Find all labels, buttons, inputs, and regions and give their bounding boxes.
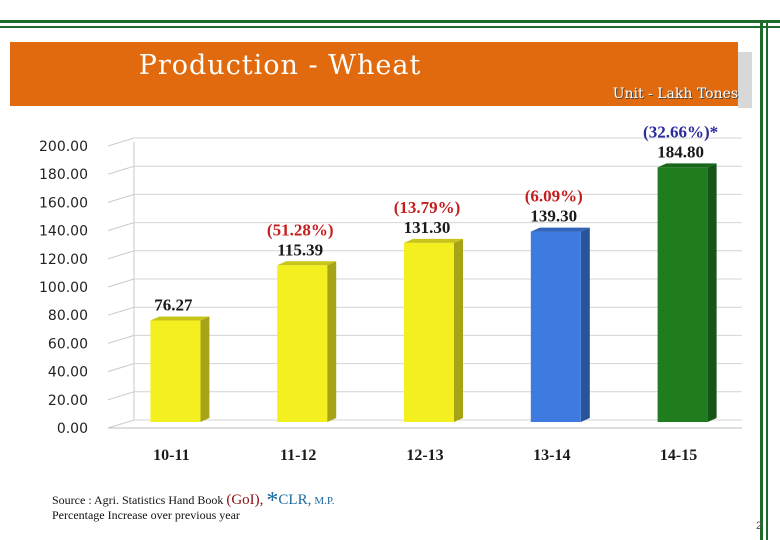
source-clr: CLR, — [278, 492, 312, 508]
x-tick-label: 11-12 — [280, 447, 316, 464]
bar-10-11 — [150, 316, 210, 422]
bar-top — [150, 316, 210, 321]
frame-line-top — [0, 20, 780, 23]
bar-top — [530, 227, 590, 232]
bar-front — [404, 242, 454, 422]
bar-front — [277, 265, 328, 422]
y-tick-label: 60.00 — [48, 336, 88, 352]
bar-chart: 0.00 20.00 40.00 60.00 80.00 100.00 120.00 140.… — [39, 122, 742, 464]
source-star: * — [266, 488, 279, 514]
y-tick-label: 200.00 — [39, 139, 88, 155]
unit-label: Unit - Lakh Tones — [612, 86, 738, 102]
bar-front — [150, 320, 201, 422]
y-tick-label: 20.00 — [48, 393, 88, 409]
bar-layer — [150, 163, 717, 422]
bar-side — [327, 261, 337, 422]
bar-side — [707, 163, 717, 422]
bar-12-13 — [404, 238, 463, 422]
slide-number: 2 — [756, 520, 763, 532]
bar-front — [530, 231, 581, 422]
bar-front — [657, 167, 708, 422]
banner-shadow — [738, 52, 752, 108]
value-label: 76.27 — [154, 295, 193, 314]
bar-top — [277, 261, 337, 266]
y-tick-label: 180.00 — [39, 167, 88, 183]
source-line: Source : Agri. Statistics Hand Book (GoI… — [52, 484, 335, 514]
title-banner: Production - Wheat — [10, 42, 738, 106]
y-tick-label: 80.00 — [48, 308, 88, 324]
value-label: 184.80 — [657, 142, 704, 161]
percent-label: (32.66%)* — [643, 122, 718, 141]
y-tick-label: 140.00 — [39, 224, 88, 240]
percent-label: (51.28%) — [267, 220, 334, 239]
value-label: 115.39 — [277, 240, 323, 259]
frame-line-top-2 — [0, 26, 780, 28]
slide-title: Production - Wheat — [138, 50, 422, 81]
bar-11-12 — [277, 261, 337, 422]
percentage-note: Percentage Increase over previous year — [52, 508, 240, 522]
bar-side — [580, 227, 590, 422]
source-goi: (GoI), — [226, 492, 264, 508]
y-tick-label: 40.00 — [48, 365, 88, 381]
x-tick-label: 13-14 — [533, 447, 570, 464]
bar-top — [404, 238, 463, 243]
source-mp: M.P. — [314, 495, 335, 507]
y-tick-label: 0.00 — [57, 421, 88, 437]
y-tick-label: 160.00 — [39, 195, 88, 211]
y-tick-label: 100.00 — [39, 280, 88, 296]
frame-line-right-2 — [766, 20, 768, 540]
value-label: 139.30 — [530, 207, 577, 226]
bar-13-14 — [530, 227, 590, 422]
percent-label: (13.79%) — [394, 198, 461, 217]
value-label: 131.30 — [404, 218, 451, 237]
bar-top — [657, 163, 717, 168]
percent-label: (6.09%) — [525, 187, 583, 206]
frame-line-right — [760, 20, 763, 540]
x-tick-label: 10-11 — [153, 447, 189, 464]
x-tick-label: 12-13 — [406, 447, 443, 464]
bar-14-15 — [657, 163, 717, 422]
source-text: Source : Agri. Statistics Hand Book — [52, 493, 224, 507]
bar-side — [200, 316, 210, 422]
bar-side — [454, 238, 463, 422]
label-layer: 0.00 20.00 40.00 60.00 80.00 100.00 120.00 140.… — [39, 122, 718, 464]
x-tick-label: 14-15 — [660, 447, 697, 464]
y-tick-label: 120.00 — [39, 252, 88, 268]
